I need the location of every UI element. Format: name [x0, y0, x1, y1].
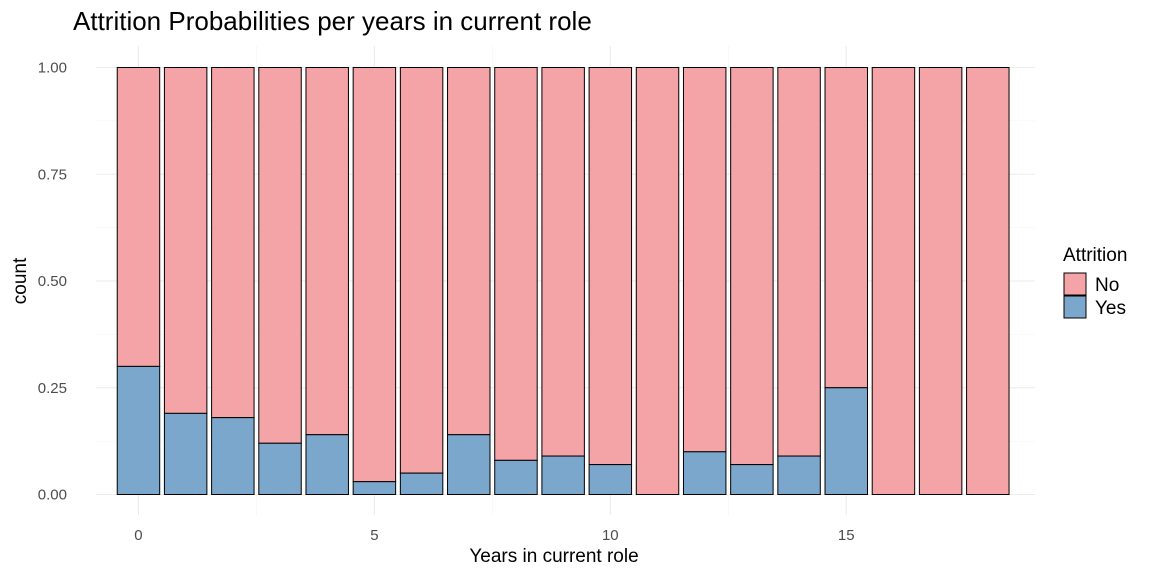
bar-no-4 [305, 67, 349, 436]
bar-no-2 [211, 67, 255, 419]
bar-no-17 [918, 67, 963, 495]
bar-yes-10 [588, 464, 633, 495]
bar-no-7 [447, 67, 491, 436]
bar-yes-1 [163, 412, 208, 495]
bar-yes-13 [730, 464, 774, 495]
bar-no-16 [871, 67, 916, 495]
legend-title: Attrition [1063, 245, 1127, 266]
bar-no-18 [966, 67, 1010, 495]
bar-no-14 [777, 67, 821, 457]
x-tick-label: 10 [602, 527, 619, 544]
bar-yes-5 [352, 481, 397, 496]
x-axis-ticks: 0 5 10 15 [134, 527, 854, 544]
y-axis-ticks: 0.00 0.25 0.50 0.75 1.00 [38, 60, 67, 504]
bar-no-0 [116, 67, 161, 367]
bar-yes-2 [211, 417, 255, 496]
y-axis-title: count [10, 257, 31, 304]
y-tick-label: 0.00 [38, 487, 67, 504]
bar-yes-15 [824, 387, 868, 495]
x-tick-label: 0 [134, 527, 142, 544]
bar-no-3 [258, 67, 302, 444]
chart-title: Attrition Probabilities per years in cur… [73, 6, 592, 36]
bar-no-15 [824, 67, 868, 389]
bar-no-13 [730, 67, 774, 466]
bar-no-10 [588, 67, 633, 466]
bar-no-8 [494, 67, 538, 461]
y-tick-label: 0.50 [38, 273, 67, 290]
bar-no-12 [682, 67, 727, 453]
bar-yes-4 [305, 434, 349, 495]
x-axis-title: Years in current role [469, 546, 638, 567]
legend-swatch-yes [1063, 295, 1087, 319]
bar-no-11 [635, 67, 680, 495]
bar-yes-12 [682, 451, 727, 495]
bar-yes-9 [541, 455, 585, 496]
bar-yes-14 [777, 455, 821, 496]
y-tick-label: 0.75 [38, 166, 67, 183]
y-tick-label: 1.00 [38, 60, 67, 77]
bar-no-9 [541, 67, 585, 457]
bar-yes-0 [116, 365, 161, 495]
bar-yes-7 [447, 434, 491, 495]
y-tick-label: 0.25 [38, 380, 67, 397]
bars [116, 67, 1010, 496]
legend-label-yes: Yes [1095, 298, 1126, 319]
bar-yes-8 [494, 459, 538, 495]
legend-label-no: No [1095, 275, 1119, 296]
bar-yes-3 [258, 442, 302, 496]
bar-no-5 [352, 67, 397, 483]
bar-no-6 [399, 67, 444, 474]
x-tick-label: 5 [370, 527, 378, 544]
bar-yes-6 [399, 472, 444, 495]
legend-swatch-no [1063, 272, 1087, 296]
bar-no-1 [163, 67, 208, 414]
x-tick-label: 15 [838, 527, 855, 544]
